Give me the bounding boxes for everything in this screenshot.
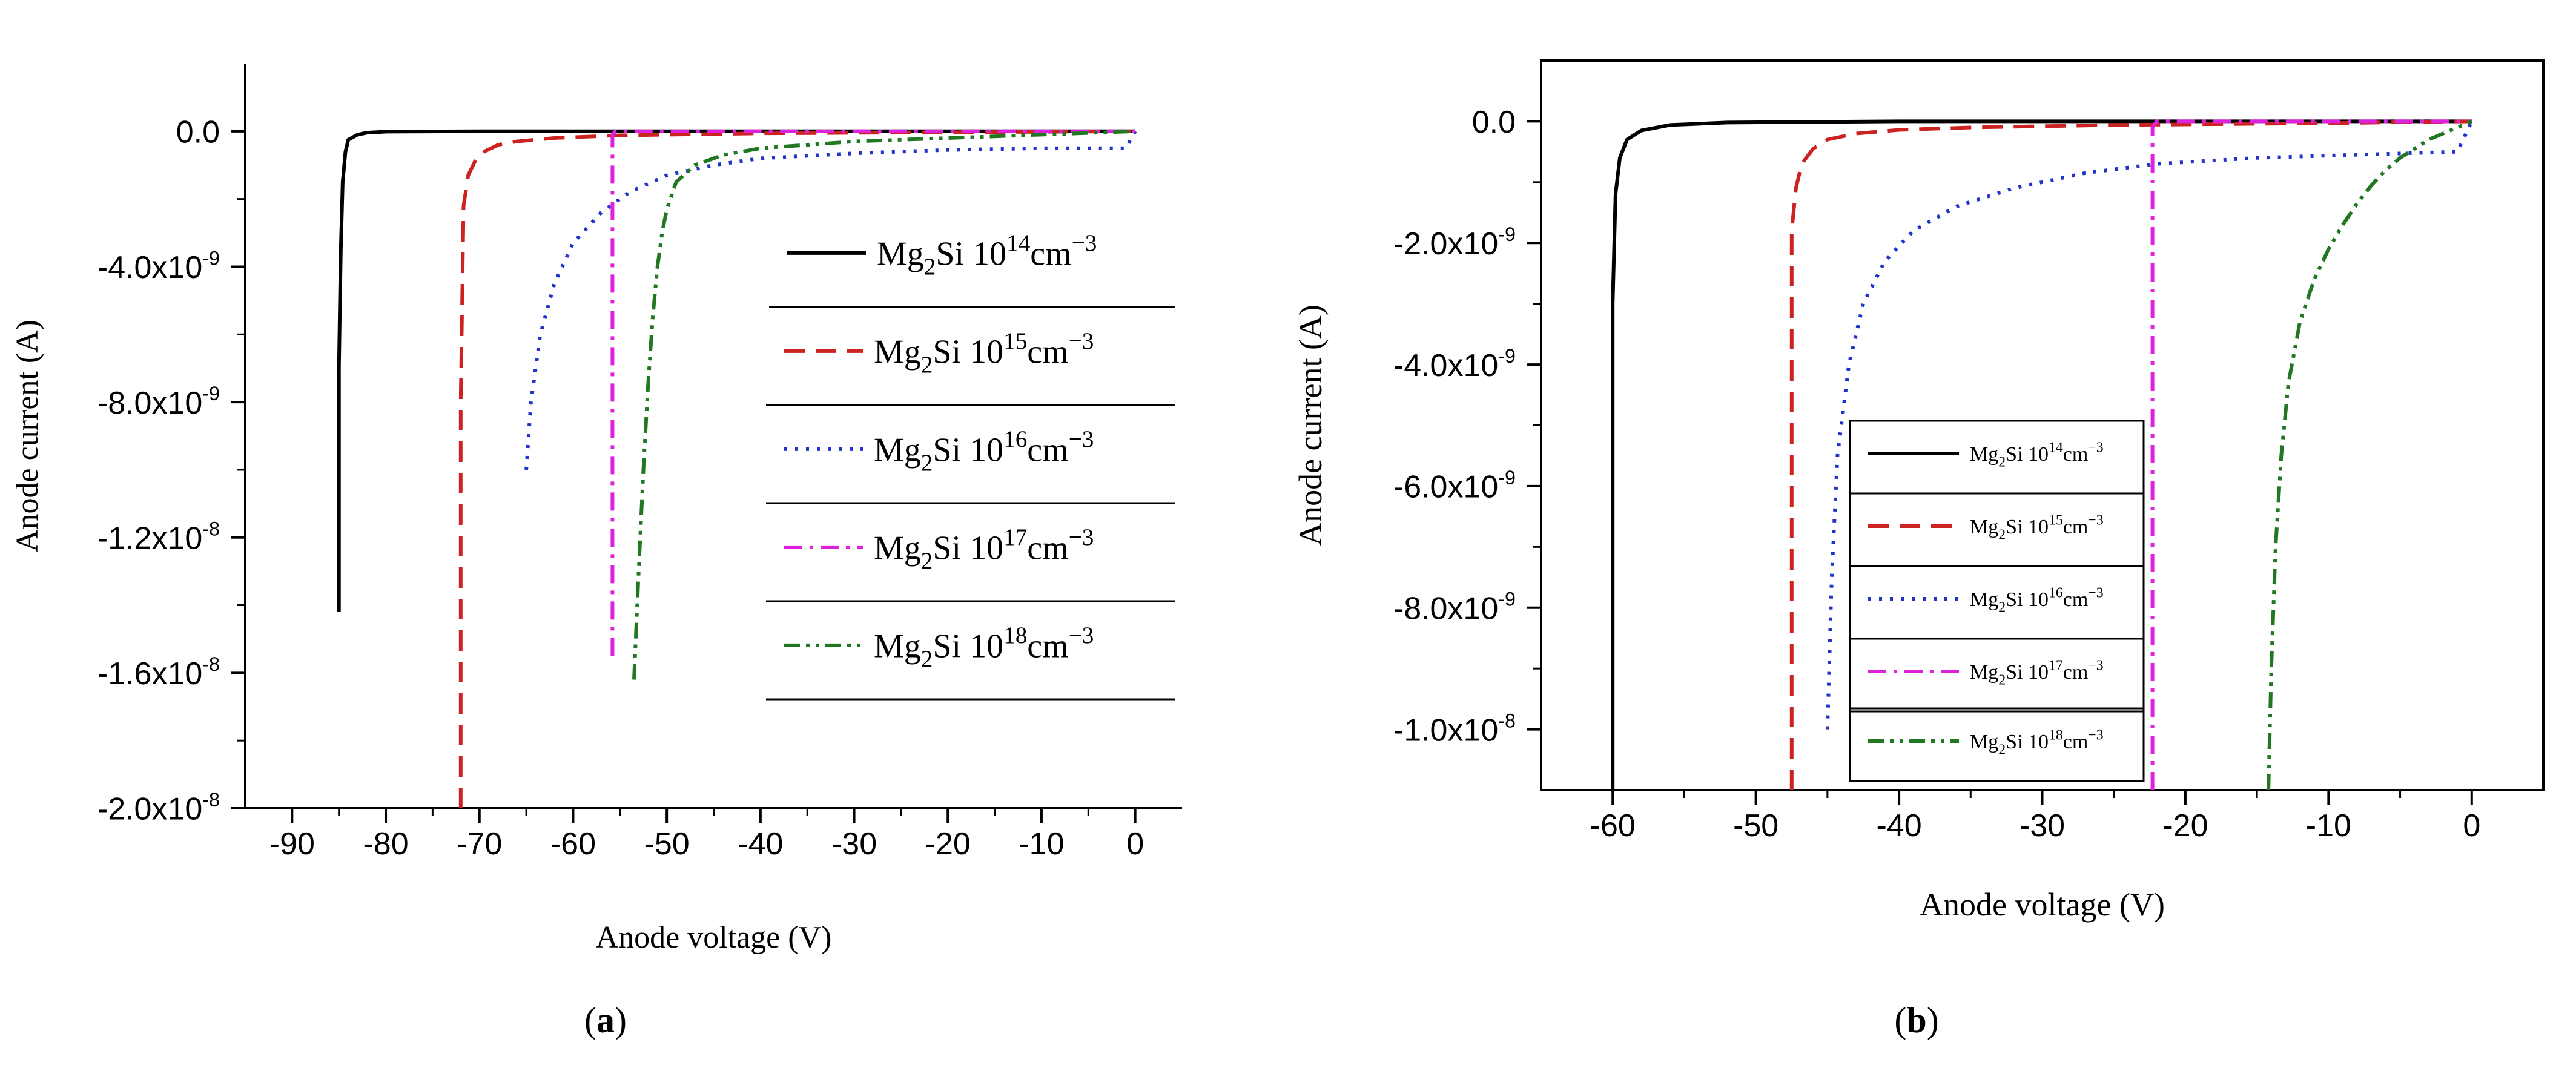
x-tick-label: -60: [1590, 808, 1636, 843]
legend-label: Mg2Si 1014cm−3: [1970, 440, 2104, 470]
series-line-5: [632, 129, 1135, 680]
series-line-4: [2150, 119, 2472, 790]
legend-label: Mg2Si 1017cm−3: [874, 524, 1094, 574]
x-tick-label: -40: [738, 826, 783, 862]
x-tick-label: -30: [2020, 808, 2065, 843]
series-line-2: [1789, 119, 2472, 790]
x-axis-label: Anode voltage (V): [596, 920, 832, 955]
legend-label: Mg2Si 1015cm−3: [874, 328, 1094, 378]
series-line-3: [1825, 120, 2474, 730]
x-tick-label: -30: [831, 826, 877, 862]
legend-item-1: Mg2Si 1014cm−3: [1849, 420, 2145, 495]
x-tick-label: -10: [1019, 826, 1064, 862]
chart-b: -60 -50 -40 -30 -20 -10 0 0.0 -2.0x10-9 -4.0x10-9…: [1292, 59, 2545, 1040]
legend-item-2: Mg2Si 1015cm−3: [1849, 492, 2145, 567]
y-axis-label: Anode current (A): [1292, 305, 1329, 546]
x-tick-label: -60: [550, 826, 596, 862]
chart-a: -90 -80 -70 -60 -50 -40 -30 -20 -10 0 0.0 -4.0x10-9…: [10, 64, 1182, 1040]
legend-item-4: Mg2Si 1017cm−3: [766, 524, 1175, 602]
x-tick-label: -50: [644, 826, 690, 862]
y-tick-label: 0.0: [176, 115, 220, 150]
legend-label: Mg2Si 1018cm−3: [874, 622, 1094, 672]
legend-item-5: Mg2Si 1018cm−3: [766, 622, 1175, 701]
legend-item-4: Mg2Si 1017cm−3: [1849, 638, 2145, 713]
series-line-3: [524, 130, 1137, 470]
legend-item-3: Mg2Si 1016cm−3: [766, 426, 1175, 504]
legend-item-5: Mg2Si 1018cm−3: [1849, 707, 2145, 782]
x-tick-label: -10: [2306, 808, 2351, 843]
x-tick-label: -90: [269, 826, 315, 862]
y-tick-label: -6.0x10-9: [1393, 467, 1516, 505]
legend-label: Mg2Si 1016cm−3: [1970, 585, 2104, 616]
series-group: [1611, 119, 2474, 790]
legend-label: Mg2Si 1014cm−3: [877, 230, 1097, 280]
y-tick-label: -1.0x10-8: [1393, 710, 1516, 748]
x-tick-label: -20: [925, 826, 971, 862]
y-tick-label: -4.0x10-9: [97, 247, 220, 285]
y-tick-label: -8.0x10-9: [1393, 589, 1516, 627]
legend-label: Mg2Si 1016cm−3: [874, 426, 1094, 476]
x-tick-label: -70: [457, 826, 502, 862]
y-tick-label: -2.0x10-9: [1393, 223, 1516, 262]
legend-label: Mg2Si 1015cm−3: [1970, 513, 2104, 543]
y-tick-label: -1.6x10-8: [97, 653, 220, 691]
series-line-1: [1611, 119, 2472, 790]
legend-item-3: Mg2Si 1016cm−3: [1849, 565, 2145, 640]
series-group: [337, 129, 1137, 808]
series-line-4: [610, 129, 1135, 656]
x-tick-label: -40: [1876, 808, 1921, 843]
x-tick-label: 0: [1126, 826, 1144, 862]
y-axis-label: Anode current (A): [10, 320, 45, 552]
y-tick-label: -8.0x10-9: [97, 383, 220, 421]
legend-item-2: Mg2Si 1015cm−3: [766, 328, 1175, 406]
legend-box: [1849, 707, 2145, 782]
legend-item-1: Mg2Si 1014cm−3: [769, 230, 1175, 308]
series-line-1: [337, 129, 1135, 612]
x-tick-label: 0: [2463, 808, 2480, 843]
legend-box: [1849, 638, 2145, 713]
series-line-2: [458, 129, 1135, 808]
legend-label: Mg2Si 1017cm−3: [1970, 658, 2104, 688]
series-line-5: [2267, 119, 2472, 790]
y-tick-label: -1.2x10-8: [97, 518, 220, 556]
x-axis-label: Anode voltage (V): [1920, 886, 2165, 923]
x-tick-label: -50: [1733, 808, 1778, 843]
y-tick-label: 0.0: [1472, 105, 1516, 140]
panel-caption: (b): [1894, 1000, 1938, 1040]
legend-label: Mg2Si 1018cm−3: [1970, 728, 2104, 758]
y-tick-label: -4.0x10-9: [1393, 345, 1516, 383]
panel-caption: (a): [584, 1000, 627, 1040]
y-tick-label: -2.0x10-8: [97, 789, 220, 827]
x-tick-label: -80: [363, 826, 408, 862]
x-tick-label: -20: [2162, 808, 2208, 843]
